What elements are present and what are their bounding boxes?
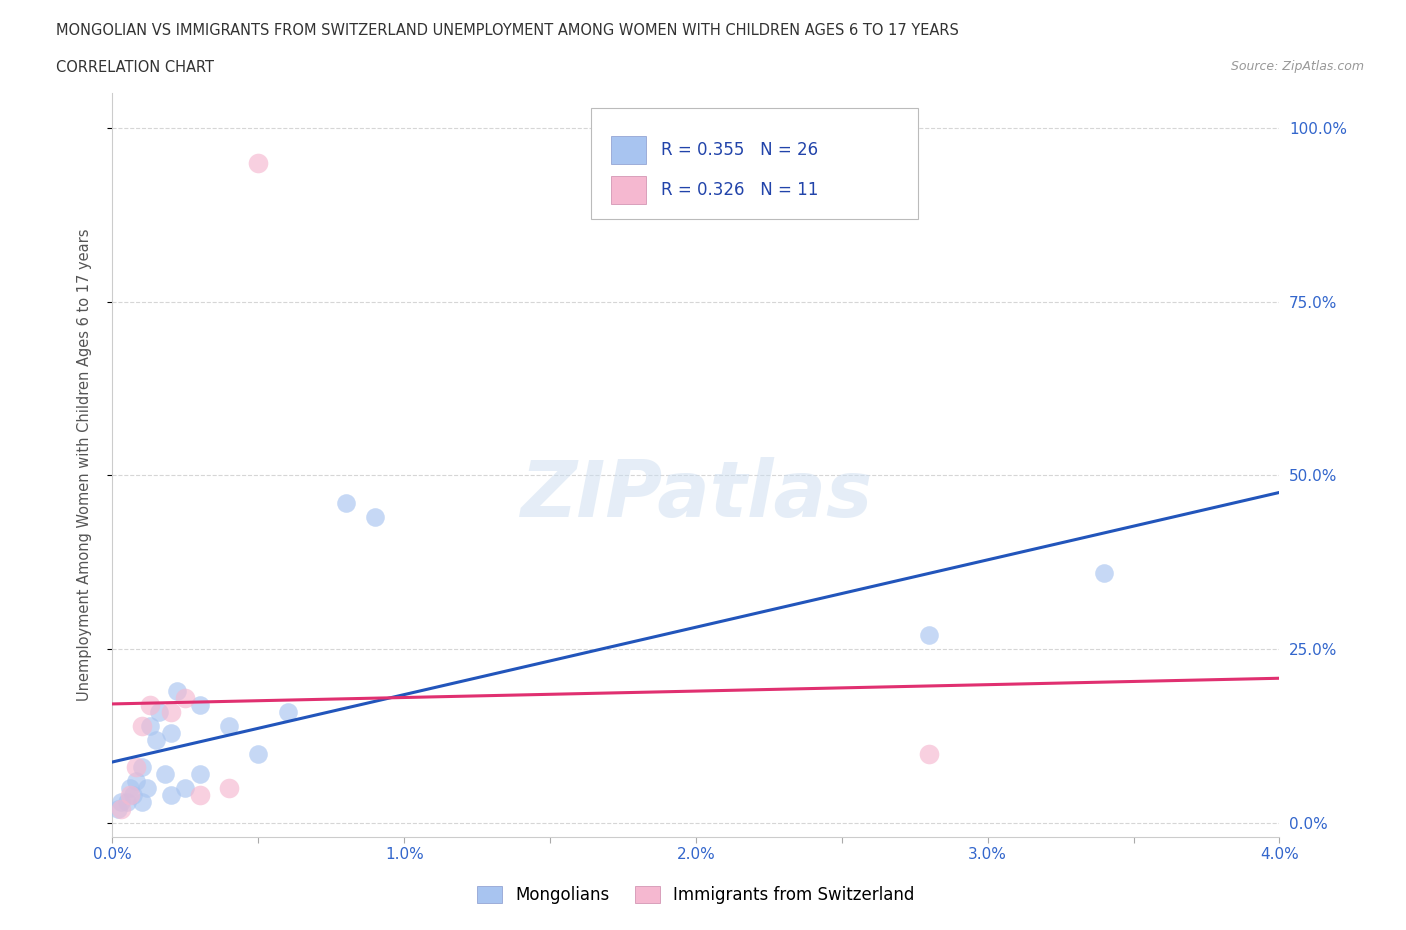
Point — [160, 788, 183, 803]
Point — [153, 767, 176, 782]
Text: ZIPatlas: ZIPatlas — [520, 457, 872, 533]
Point — [118, 781, 141, 796]
Point — [247, 155, 270, 170]
Y-axis label: Unemployment Among Women with Children Ages 6 to 17 years: Unemployment Among Women with Children A… — [77, 229, 91, 701]
Point — [188, 767, 211, 782]
Text: MONGOLIAN VS IMMIGRANTS FROM SWITZERLAND UNEMPLOYMENT AMONG WOMEN WITH CHILDREN : MONGOLIAN VS IMMIGRANTS FROM SWITZERLAND… — [56, 23, 959, 38]
Point — [118, 788, 141, 803]
Point — [145, 732, 167, 747]
Point — [918, 746, 941, 761]
Point — [110, 795, 132, 810]
Point — [166, 684, 188, 698]
Point — [218, 781, 240, 796]
Point — [131, 760, 153, 775]
Point — [174, 690, 197, 705]
Text: CORRELATION CHART: CORRELATION CHART — [56, 60, 214, 75]
FancyBboxPatch shape — [591, 108, 918, 219]
Point — [125, 760, 148, 775]
Point — [110, 802, 132, 817]
Point — [188, 788, 211, 803]
Point — [136, 781, 159, 796]
Point — [131, 795, 153, 810]
Text: R = 0.326   N = 11: R = 0.326 N = 11 — [661, 180, 818, 199]
Text: Source: ZipAtlas.com: Source: ZipAtlas.com — [1230, 60, 1364, 73]
Legend: Mongolians, Immigrants from Switzerland: Mongolians, Immigrants from Switzerland — [471, 879, 921, 910]
Point — [335, 496, 357, 511]
Point — [247, 746, 270, 761]
Point — [125, 774, 148, 789]
Point — [174, 781, 197, 796]
Point — [188, 698, 211, 712]
Point — [107, 802, 129, 817]
Point — [218, 718, 240, 733]
Point — [1094, 565, 1116, 580]
Point — [160, 704, 183, 719]
FancyBboxPatch shape — [610, 136, 645, 165]
Text: R = 0.355   N = 26: R = 0.355 N = 26 — [661, 141, 818, 159]
Point — [918, 628, 941, 643]
Point — [148, 704, 170, 719]
Point — [276, 704, 298, 719]
Point — [139, 698, 162, 712]
Point — [131, 718, 153, 733]
Point — [115, 795, 138, 810]
Point — [139, 718, 162, 733]
FancyBboxPatch shape — [610, 176, 645, 204]
Point — [364, 510, 387, 525]
Point — [160, 725, 183, 740]
Point — [122, 788, 145, 803]
